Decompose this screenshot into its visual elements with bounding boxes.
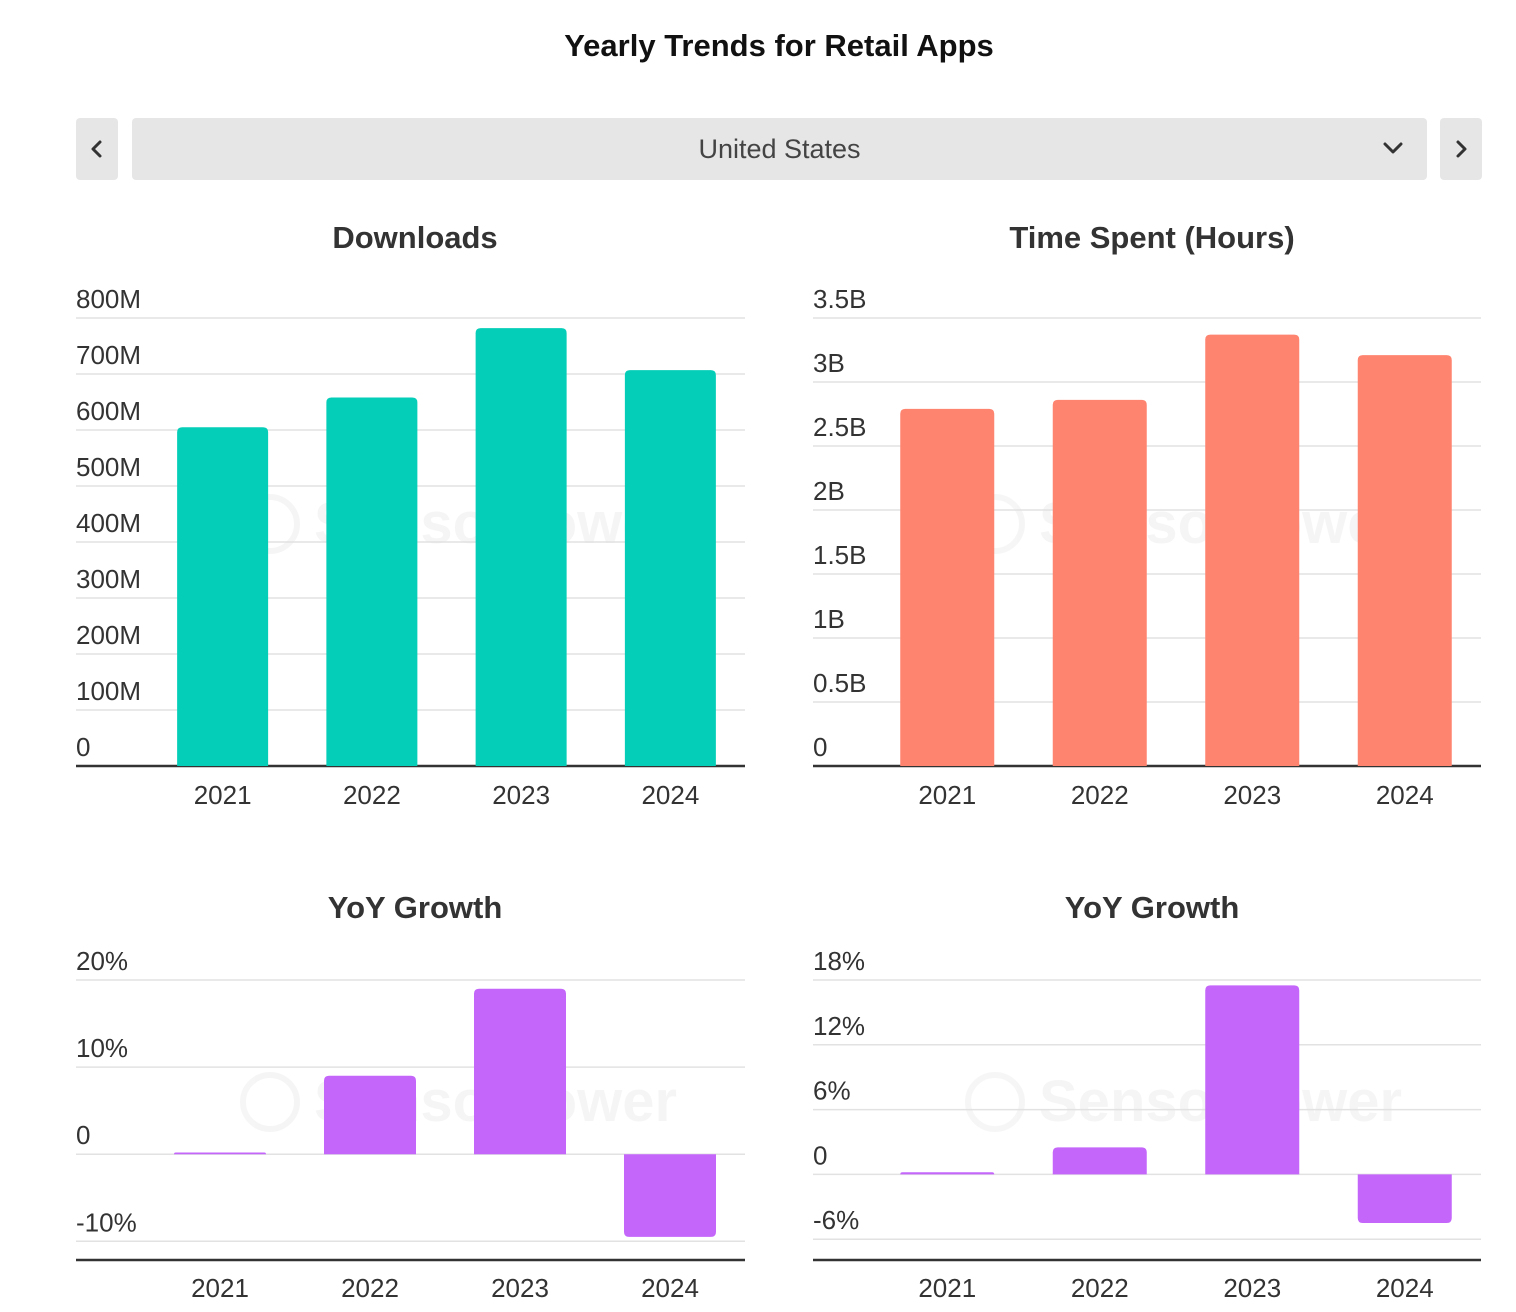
previous-button[interactable]	[76, 118, 118, 180]
y-tick-label-time_spent-3: 1.5B	[813, 540, 867, 570]
y-tick-label-downloads-0: 0	[76, 732, 90, 762]
y-tick-label-time_spent_yoy-3: 12%	[813, 1011, 865, 1041]
country-dropdown-value: United States	[698, 133, 861, 164]
y-tick-label-downloads-2: 200M	[76, 620, 141, 650]
y-tick-label-time_spent_yoy-0: -6%	[813, 1205, 859, 1235]
y-tick-label-time_spent_yoy-2: 6%	[813, 1076, 851, 1106]
x-tick-label-downloads-0: 2021	[194, 780, 252, 810]
y-tick-label-downloads-8: 800M	[76, 284, 141, 314]
bar-time_spent-2024	[1357, 355, 1452, 766]
bar-time_spent-2023	[1205, 334, 1300, 766]
y-tick-label-time_spent_yoy-1: 0	[813, 1140, 827, 1170]
bar-downloads-2024	[624, 370, 716, 766]
bar-downloads-2021	[177, 427, 269, 766]
chart-title-time-spent-yoy: YoY Growth	[1064, 890, 1240, 925]
page-title: Yearly Trends for Retail Apps	[564, 28, 994, 63]
y-tick-label-downloads-6: 600M	[76, 396, 141, 426]
x-tick-label-time_spent_yoy-1: 2022	[1071, 1273, 1129, 1303]
y-tick-label-time_spent-4: 2B	[813, 476, 845, 506]
bar-time_spent_yoy-2023	[1205, 985, 1300, 1175]
x-tick-label-time_spent-0: 2021	[918, 780, 976, 810]
y-tick-label-time_spent-6: 3B	[813, 348, 845, 378]
y-tick-label-downloads_yoy-2: 10%	[76, 1033, 128, 1063]
bar-time_spent_yoy-2024	[1357, 1174, 1452, 1223]
chevron-down-icon	[1383, 142, 1403, 154]
bar-time_spent-2022	[1052, 399, 1147, 766]
chevron-right-icon	[1456, 140, 1467, 158]
next-button[interactable]	[1440, 118, 1482, 180]
y-tick-label-time_spent-5: 2.5B	[813, 412, 867, 442]
y-tick-label-downloads-4: 400M	[76, 508, 141, 538]
x-tick-label-downloads_yoy-2: 2023	[491, 1273, 549, 1303]
bar-downloads-2022	[326, 397, 418, 766]
x-tick-label-time_spent_yoy-3: 2024	[1376, 1273, 1434, 1303]
y-tick-label-time_spent_yoy-4: 18%	[813, 946, 865, 976]
bar-downloads_yoy-2021	[174, 1152, 266, 1155]
x-tick-label-downloads_yoy-0: 2021	[191, 1273, 249, 1303]
y-tick-label-downloads-5: 500M	[76, 452, 141, 482]
x-tick-label-downloads-3: 2024	[641, 780, 699, 810]
y-tick-label-downloads-1: 100M	[76, 676, 141, 706]
y-tick-label-downloads-3: 300M	[76, 564, 141, 594]
chart-title-time-spent: Time Spent (Hours)	[1009, 220, 1295, 255]
x-tick-label-time_spent_yoy-0: 2021	[918, 1273, 976, 1303]
y-tick-label-time_spent-1: 0.5B	[813, 668, 867, 698]
x-tick-label-downloads_yoy-3: 2024	[641, 1273, 699, 1303]
bar-downloads-2023	[475, 328, 567, 766]
y-tick-label-time_spent-7: 3.5B	[813, 284, 867, 314]
bar-time_spent_yoy-2021	[900, 1172, 995, 1175]
country-dropdown[interactable]: United States	[132, 118, 1427, 180]
bar-time_spent_yoy-2022	[1052, 1147, 1147, 1175]
y-tick-label-downloads-7: 700M	[76, 340, 141, 370]
x-tick-label-time_spent_yoy-2: 2023	[1223, 1273, 1281, 1303]
x-tick-label-downloads-1: 2022	[343, 780, 401, 810]
y-tick-label-time_spent-0: 0	[813, 732, 827, 762]
y-tick-label-time_spent-2: 1B	[813, 604, 845, 634]
y-tick-label-downloads_yoy-3: 20%	[76, 946, 128, 976]
bar-time_spent-2021	[900, 408, 995, 766]
x-tick-label-time_spent-1: 2022	[1071, 780, 1129, 810]
bar-downloads_yoy-2024	[624, 1154, 716, 1237]
bar-downloads_yoy-2022	[324, 1075, 416, 1155]
x-tick-label-time_spent-3: 2024	[1376, 780, 1434, 810]
x-tick-label-downloads-2: 2023	[492, 780, 550, 810]
chevron-left-icon	[91, 140, 102, 158]
y-tick-label-downloads_yoy-1: 0	[76, 1120, 90, 1150]
chart-title-downloads: Downloads	[332, 220, 498, 255]
bar-downloads_yoy-2023	[474, 988, 566, 1155]
y-tick-label-downloads_yoy-0: -10%	[76, 1207, 137, 1237]
chart-title-downloads-yoy: YoY Growth	[327, 890, 503, 925]
x-tick-label-downloads_yoy-1: 2022	[341, 1273, 399, 1303]
x-tick-label-time_spent-2: 2023	[1223, 780, 1281, 810]
